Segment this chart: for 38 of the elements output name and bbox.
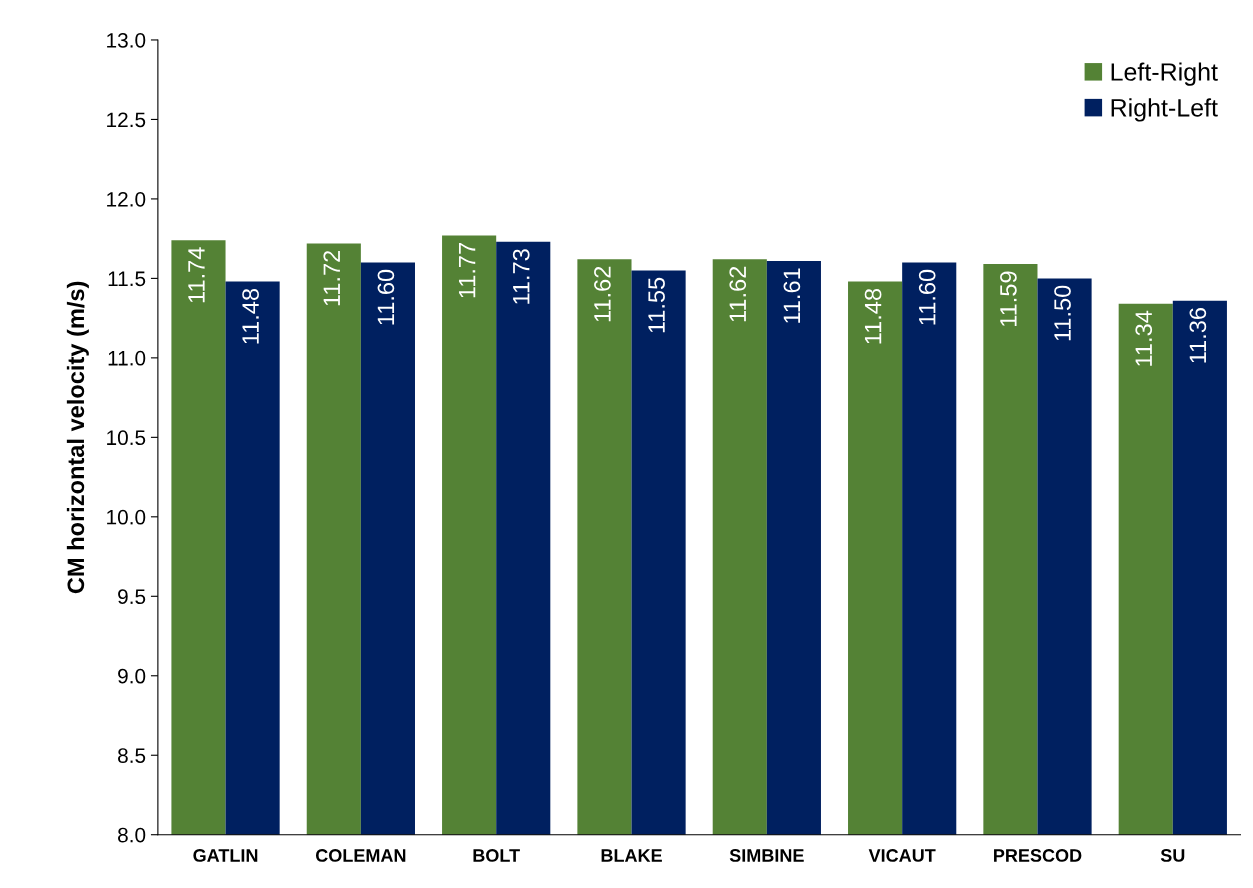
data-label: 11.61 (783, 268, 801, 323)
x-tick-label: COLEMAN (315, 849, 406, 862)
data-label: 11.62 (594, 266, 611, 322)
y-tick-label: 9.5 (118, 589, 146, 605)
data-label: 11.36 (1189, 308, 1207, 363)
data-label: 11.59 (1000, 271, 1017, 326)
data-label: 11.34 (1135, 310, 1153, 366)
data-label: 11.74 (188, 247, 205, 303)
y-tick-label: 8.0 (118, 827, 146, 843)
data-label: 11.62 (729, 266, 747, 322)
x-tick-label: SU (1160, 849, 1185, 862)
y-tick-label: 10.5 (107, 430, 146, 446)
data-label: 11.48 (242, 288, 259, 344)
data-label: 11.55 (648, 277, 665, 333)
data-label: 11.73 (512, 249, 530, 304)
y-tick-label: 10.0 (107, 509, 146, 525)
y-tick-label: 11.0 (108, 350, 146, 366)
x-tick-label: BOLT (473, 849, 520, 862)
y-tick-label: 8.5 (118, 748, 146, 763)
legend-label: Left-Right (1111, 62, 1218, 86)
x-tick-label: VICAUT (868, 849, 936, 862)
data-label: 11.72 (323, 250, 340, 306)
legend-label: Right-Left (1111, 98, 1218, 122)
y-tick-label: 9.0 (118, 668, 146, 684)
y-tick-label: 13.0 (107, 32, 146, 48)
data-label: 11.60 (918, 269, 936, 325)
y-tick-label: 12.0 (107, 191, 146, 207)
y-tick-label: 11.5 (108, 271, 146, 287)
data-label: 11.48 (864, 288, 882, 344)
x-tick-label: PRESCOD (994, 849, 1082, 862)
data-label: 11.77 (458, 243, 476, 298)
data-label: 11.60 (377, 269, 395, 325)
y-tick-label: 12.5 (107, 112, 146, 128)
x-tick-label: SIMBINE (729, 849, 804, 862)
x-tick-label: BLAKE (601, 849, 662, 862)
data-label: 11.50 (1054, 285, 1071, 341)
x-tick-label: GATLIN (193, 849, 258, 862)
y-axis-title: CM horizontal velocity (m/s) (66, 281, 89, 594)
